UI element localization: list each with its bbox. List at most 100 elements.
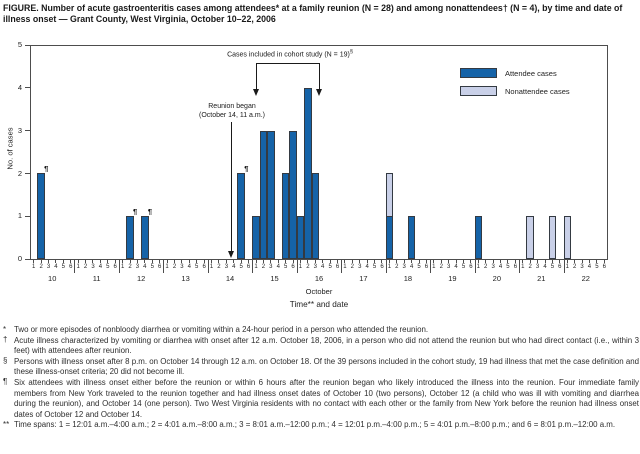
epi-curve-chart: No. of cases Cases included in cohort st… xyxy=(0,26,640,320)
slot-tick xyxy=(240,260,242,263)
slot-tick xyxy=(299,260,301,263)
slot-label: 3 xyxy=(580,263,584,270)
day-label: 22 xyxy=(581,273,590,283)
slot-tick xyxy=(107,260,109,263)
footnote-text: Acute illness characterized by vomiting … xyxy=(14,335,639,356)
slot-label: 1 xyxy=(76,263,80,270)
pilcrow-mark-oct14-slot5: ¶ xyxy=(244,163,249,173)
slot-label: 5 xyxy=(61,263,66,270)
slot-tick xyxy=(225,260,227,263)
cohort-annotation-text: Cases included in cohort study (N = 19) xyxy=(227,51,350,59)
nonattendee-bar-oct22-slot1 xyxy=(563,216,571,259)
slot-label: 2 xyxy=(306,263,310,270)
y-axis-tick-label: 1 xyxy=(17,211,22,221)
slot-label: 2 xyxy=(484,263,488,270)
slot-label: 1 xyxy=(298,263,303,270)
slot-label: 5 xyxy=(372,263,377,270)
slot-label: 2 xyxy=(83,263,88,270)
legend-item-nonattendee: Nonattendee cases xyxy=(460,86,570,96)
slot-tick xyxy=(181,260,183,263)
slot-label: 2 xyxy=(350,263,355,270)
slot-tick xyxy=(203,260,205,263)
attendee-bar-oct10-slot2 xyxy=(37,173,45,259)
slot-tick xyxy=(500,260,502,263)
slot-label: 3 xyxy=(313,263,317,270)
slot-tick xyxy=(196,260,198,263)
day-label: 18 xyxy=(403,273,413,283)
footnote-text: Two or more episodes of nonbloody diarrh… xyxy=(14,325,429,334)
slot-label: 2 xyxy=(395,263,399,270)
pilcrow-mark-oct12-slot2: ¶ xyxy=(133,206,138,216)
attendee-bar-oct16-slot3 xyxy=(311,173,319,259)
footnote-timespans: ** Time spans: 1 = 12:01 a.m.–4:00 a.m.;… xyxy=(3,420,639,431)
slot-label: 6 xyxy=(469,263,473,270)
attendee-bar-oct15-slot5 xyxy=(281,173,290,259)
slot-label: 5 xyxy=(106,263,110,270)
day-separator xyxy=(563,260,565,273)
cohort-bracket-stem-left xyxy=(256,63,257,89)
slot-tick xyxy=(329,260,331,263)
y-axis-tick-label: 0 xyxy=(17,254,22,264)
day-label: 14 xyxy=(225,273,235,283)
slot-tick xyxy=(292,260,294,263)
day-separator xyxy=(341,260,343,273)
slot-label: 6 xyxy=(202,263,206,270)
slot-label: 1 xyxy=(32,263,36,270)
slot-label: 3 xyxy=(180,263,184,270)
slot-tick xyxy=(448,260,450,263)
day-label: 12 xyxy=(136,273,146,283)
slot-label: 4 xyxy=(454,263,458,270)
y-axis-tick xyxy=(25,215,30,217)
day-label: 11 xyxy=(92,273,101,283)
slot-label: 5 xyxy=(150,263,154,270)
slot-tick xyxy=(596,260,598,263)
legend: Attendee cases Nonattendee cases xyxy=(460,68,570,104)
slot-tick xyxy=(381,260,383,263)
slot-tick xyxy=(48,260,50,263)
slot-tick xyxy=(92,260,94,263)
slot-tick xyxy=(85,260,87,263)
y-axis-tick-label: 3 xyxy=(17,125,22,135)
slot-tick xyxy=(522,260,524,263)
slot-label: 5 xyxy=(239,263,243,270)
day-separator xyxy=(519,260,521,273)
slot-tick xyxy=(440,260,442,263)
slot-tick xyxy=(99,260,101,263)
slot-label: 5 xyxy=(328,263,332,270)
slot-tick xyxy=(588,260,590,263)
slot-tick xyxy=(425,260,427,263)
slot-label: 5 xyxy=(195,263,199,270)
day-separator xyxy=(207,260,209,273)
slot-tick xyxy=(433,260,435,263)
footnotes: * Two or more episodes of nonbloody diar… xyxy=(3,325,639,431)
legend-label-nonattendee: Nonattendee cases xyxy=(505,86,570,96)
day-label: 21 xyxy=(537,273,546,283)
slot-tick xyxy=(470,260,472,263)
slot-tick xyxy=(211,260,213,263)
slot-label: 5 xyxy=(283,263,288,270)
slot-label: 3 xyxy=(491,263,495,270)
cohort-bracket-line xyxy=(256,63,319,64)
slot-tick xyxy=(388,260,390,263)
slot-label: 6 xyxy=(424,263,429,270)
slot-tick xyxy=(262,260,264,263)
slot-label: 4 xyxy=(143,263,147,270)
slot-label: 2 xyxy=(172,263,177,270)
day-separator xyxy=(385,260,387,273)
reunion-arrow-stem xyxy=(230,122,232,251)
slot-tick xyxy=(351,260,353,263)
slot-tick xyxy=(40,260,42,263)
slot-label: 5 xyxy=(506,263,510,270)
footnote-pilcrow: ¶ Six attendees with illness onset eithe… xyxy=(3,377,639,420)
slot-tick xyxy=(374,260,376,263)
day-separator xyxy=(118,260,120,273)
slot-tick xyxy=(514,260,516,263)
nonattendee-bar-oct21-slot5 xyxy=(548,216,557,259)
slot-tick xyxy=(455,260,457,263)
y-axis-tick-label: 5 xyxy=(17,40,22,50)
slot-tick xyxy=(159,260,161,263)
footnote-marker: ** xyxy=(3,419,10,429)
day-label: 13 xyxy=(181,273,190,283)
slot-tick xyxy=(507,260,509,263)
